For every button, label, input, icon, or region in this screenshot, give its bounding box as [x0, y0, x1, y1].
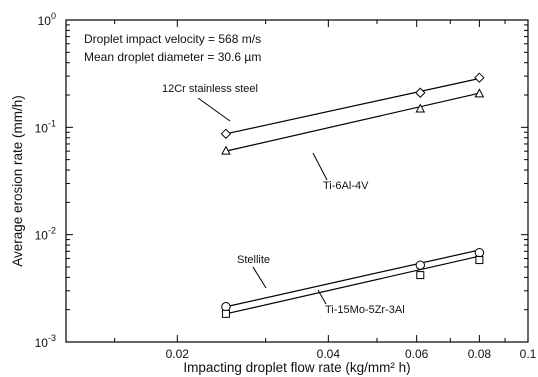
circle-marker — [221, 302, 231, 312]
y-tick-label: 10-2 — [35, 226, 56, 243]
series-label-ti64: Ti-6Al-4V — [323, 180, 369, 192]
triangle-marker — [415, 103, 426, 113]
series-pointer-stellite — [252, 266, 267, 289]
circle-marker — [474, 247, 485, 258]
y-tick-label: 100 — [38, 11, 56, 28]
series-label-12cr: 12Cr stainless steel — [162, 83, 258, 95]
x-tick-label: 0.08 — [468, 347, 492, 361]
diamond-marker — [415, 87, 426, 98]
series-label-ti15: Ti-15Mo-5Zr-3Al — [325, 304, 405, 316]
y-tick-label: 10-1 — [35, 118, 56, 135]
triangle-marker — [474, 88, 485, 98]
series-label-stellite: Stellite — [237, 254, 270, 266]
square-marker — [221, 309, 230, 318]
diamond-marker — [474, 72, 485, 83]
circle-marker — [415, 260, 425, 270]
plot-frame — [65, 19, 529, 343]
x-axis-label: Impacting droplet flow rate (kg/mm² h) — [183, 360, 410, 375]
annotation-velocity: Droplet impact velocity = 568 m/s — [84, 32, 261, 46]
x-tick-label: 0.06 — [405, 347, 429, 361]
axis-ticks: 0.02 0.04 0.06 0.08 0.1 10-3 10-2 10-1 100 — [35, 11, 537, 361]
fit-line-series-0 — [225, 77, 480, 135]
triangle-marker — [221, 145, 231, 155]
series-pointer-ti15 — [317, 289, 327, 305]
fit-line-series-1 — [225, 92, 480, 152]
y-tick-label: 10-3 — [35, 333, 56, 350]
series-pointer-12cr — [197, 97, 231, 122]
annotation-diameter: Mean droplet diameter = 30.6 µm — [84, 50, 261, 64]
series-layer — [220, 72, 485, 318]
x-tick-label: 0.02 — [166, 347, 190, 361]
diamond-marker — [220, 128, 232, 140]
fit-line-series-2 — [225, 249, 480, 308]
square-marker — [416, 271, 425, 280]
fit-line-series-3 — [225, 255, 480, 315]
square-marker — [475, 256, 484, 265]
series-pointer-ti64 — [312, 152, 328, 181]
x-tick-label: 0.04 — [317, 347, 341, 361]
x-tick-label: 0.1 — [520, 347, 537, 361]
y-axis-label: Average erosion rate (mm/h) — [10, 95, 25, 267]
